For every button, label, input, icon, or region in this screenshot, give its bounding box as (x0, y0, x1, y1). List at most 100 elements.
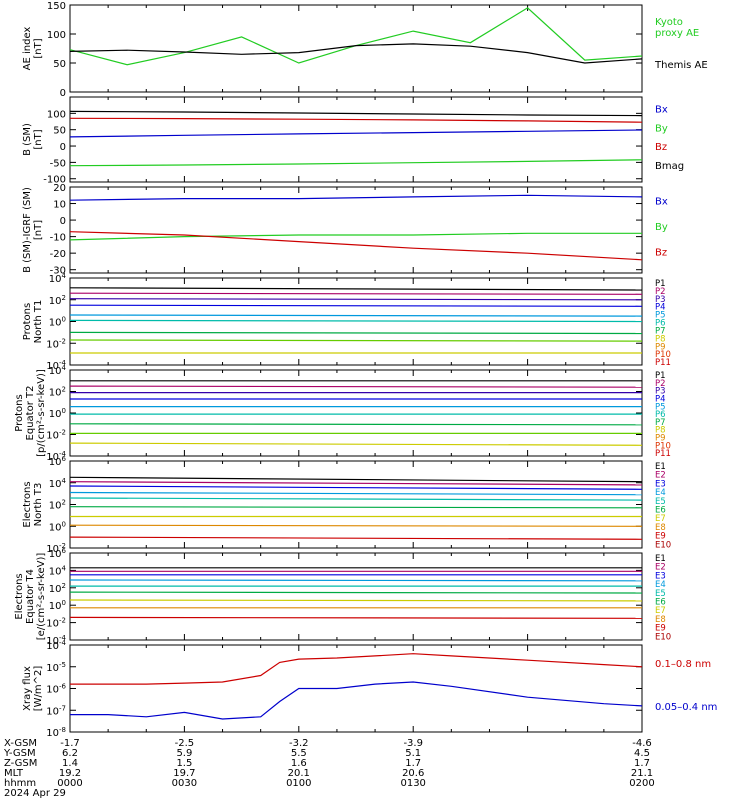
orbit-row-value: 19.2 (59, 768, 81, 779)
legend-item: E10 (655, 632, 671, 642)
y-tick-label: 10-4 (46, 634, 66, 647)
orbit-row-value: -1.7 (60, 738, 80, 749)
orbit-row-value: 0200 (629, 778, 654, 789)
legend-item: 0.1–0.8 nm (655, 659, 711, 670)
y-tick-label: 100 (47, 30, 66, 41)
y-tick-label: -30 (50, 266, 66, 277)
legend-item: E10 (655, 540, 671, 550)
y-tick-label: 100 (49, 407, 66, 420)
y-tick-label: 20 (53, 183, 66, 194)
orbit-row-value: 5.9 (176, 748, 192, 759)
orbit-row-value: 1.6 (291, 758, 307, 769)
legend-item: Themis AE (654, 60, 708, 71)
legend-item: E5 (655, 589, 666, 599)
panel-2: -100 -50 0 50 100 B (SM) [nT] Bx By Bz Bmag (22, 96, 684, 186)
y-tick-label: 10-4 (46, 359, 66, 372)
y-tick-label: 104 (49, 477, 67, 490)
orbit-row-value: -3.9 (403, 738, 423, 749)
series-line-bz (69, 117, 643, 123)
orbit-row-value: 4.5 (634, 748, 650, 759)
panel-frame (69, 96, 643, 183)
series-line-0-1-0-8-nm (70, 653, 643, 685)
series-line-p1 (69, 287, 643, 291)
y-axis-label: Protons (14, 394, 25, 431)
y-tick-label: 104 (49, 272, 67, 285)
legend-item: P3 (655, 387, 666, 397)
y-tick-label: 100 (49, 599, 66, 612)
y-axis-label: Xray flux (22, 666, 33, 711)
legend-item: E3 (655, 479, 666, 489)
legend-item: P6 (655, 319, 666, 329)
legend-item: P1 (655, 279, 666, 289)
series-line-themis-ae (69, 43, 643, 64)
y-axis-label: [nT] (33, 220, 44, 240)
legend-item: Bz (655, 247, 667, 258)
y-tick-label: 10-5 (46, 661, 66, 674)
legend-item: P4 (655, 394, 666, 404)
legend-item: E6 (655, 506, 666, 516)
y-tick-label: 102 (49, 386, 66, 399)
orbit-row-value: 1.5 (176, 758, 192, 769)
y-tick-label: 10-8 (46, 726, 66, 739)
date-label: 2024 Apr 29 (4, 788, 66, 799)
legend-item: P7 (655, 418, 666, 428)
y-tick-label: 10-2 (46, 617, 66, 630)
y-tick-label: 0 (60, 88, 66, 99)
orbit-row-value: 1.7 (634, 758, 650, 769)
series-line-bx (69, 194, 643, 201)
y-axis-label: [nT] (33, 129, 44, 149)
y-tick-label: 106 (49, 455, 67, 468)
panel-4: 10-4 10-2 100 102 104 Protons North T1 P1P2P3P4… (22, 272, 671, 372)
y-tick-label: 10-2 (46, 337, 66, 350)
y-tick-label: 50 (53, 59, 66, 70)
panel-5: 10-4 10-2 100 102 104 Protons Equator T2 [p/(cm… (14, 364, 671, 463)
series-line-p7 (69, 423, 643, 426)
y-tick-label: 10-6 (46, 683, 66, 696)
y-tick-label: 102 (49, 582, 66, 595)
legend-item: Bx (655, 197, 668, 208)
legend-item: E5 (655, 497, 666, 507)
y-tick-label: -50 (50, 158, 66, 169)
panel-frame (69, 460, 643, 549)
orbit-row-value: 0000 (57, 778, 82, 789)
legend-item: E7 (655, 514, 666, 524)
legend-item: By (655, 222, 668, 233)
legend-item: P10 (655, 350, 671, 360)
legend-item: E7 (655, 606, 666, 616)
orbit-row-value: 1.4 (62, 758, 78, 769)
orbit-row-value: -3.2 (289, 738, 309, 749)
orbit-row-value: 5.5 (291, 748, 307, 759)
legend-item: E4 (655, 488, 666, 498)
legend-item: P9 (655, 434, 666, 444)
series-line-e3 (69, 485, 643, 490)
legend-item: E2 (655, 563, 666, 573)
series-line-e9 (69, 536, 643, 540)
y-axis-label: [e/(cm²-s-sr-keV)] (36, 553, 47, 641)
series-line-e5 (69, 497, 643, 501)
legend-item: proxy AE (655, 28, 699, 39)
series-line-e9 (69, 616, 643, 619)
legend-item: P1 (655, 371, 666, 381)
legend-item: P8 (655, 426, 666, 436)
series-line-p6 (69, 319, 643, 323)
series-line-e1 (69, 476, 643, 483)
y-tick-label: 10-4 (46, 639, 66, 652)
series-line-p3 (69, 298, 643, 301)
series-line-bz (69, 231, 643, 261)
legend-item: Bmag (655, 161, 684, 172)
orbit-table: X-GSM -1.7 -2.5 -3.2 -3.9 -4.6 Y-GSM 6.2 5.9 5.5 5… (3, 738, 655, 799)
y-tick-label: -10 (50, 233, 66, 244)
legend-item: Bx (655, 105, 668, 116)
legend-item: P3 (655, 295, 666, 305)
legend-item: P10 (655, 441, 671, 451)
series-line-p5 (69, 314, 643, 317)
legend-item: P9 (655, 342, 666, 352)
legend-item: E2 (655, 471, 666, 481)
legend-item: P5 (655, 402, 666, 412)
orbit-row-value: -2.5 (175, 738, 195, 749)
orbit-row-label: Z-GSM (4, 758, 37, 769)
orbit-row-label: X-GSM (4, 738, 37, 749)
panel-frame (69, 4, 643, 93)
